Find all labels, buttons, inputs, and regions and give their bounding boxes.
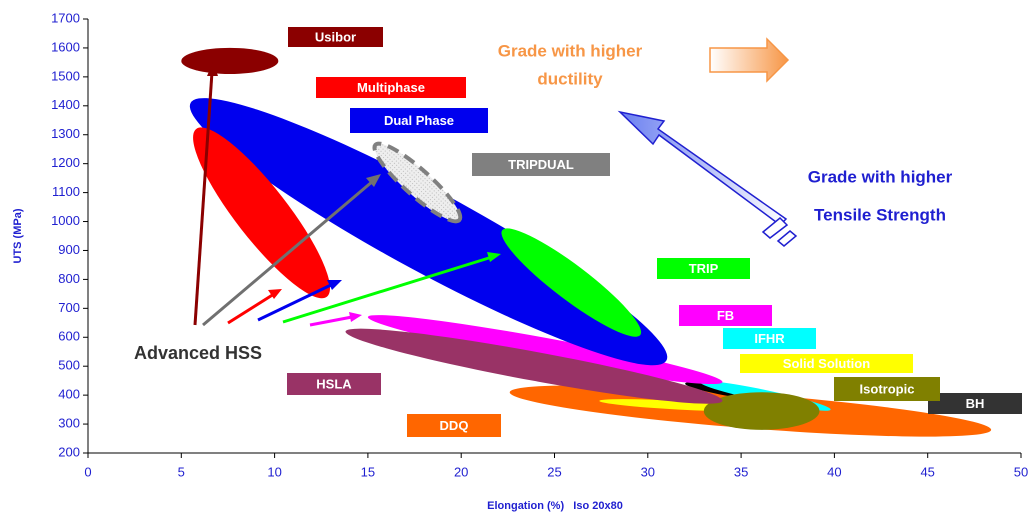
legend-label: TRIPDUAL bbox=[508, 157, 574, 172]
y-tick-label: 1000 bbox=[51, 213, 80, 228]
legend-label: DDQ bbox=[440, 418, 469, 433]
x-tick-label: 15 bbox=[361, 464, 375, 479]
legend-label: Isotropic bbox=[860, 381, 915, 396]
y-tick-label: 700 bbox=[58, 300, 80, 315]
arrows bbox=[193, 37, 798, 327]
region bbox=[501, 228, 642, 337]
legend-label: Dual Phase bbox=[384, 113, 454, 128]
region bbox=[367, 315, 723, 385]
y-tick-label: 800 bbox=[58, 271, 80, 286]
annotation: ductility bbox=[537, 69, 603, 88]
y-tick-label: 600 bbox=[58, 329, 80, 344]
y-tick-label: 1100 bbox=[52, 184, 80, 199]
legend-label: HSLA bbox=[316, 376, 352, 391]
region bbox=[703, 392, 820, 430]
region bbox=[189, 98, 668, 366]
x-tick-label: 45 bbox=[920, 464, 934, 479]
region bbox=[181, 47, 279, 74]
y-tick-label: 300 bbox=[58, 416, 80, 431]
legend-box bbox=[723, 328, 816, 349]
legend-label: Usibor bbox=[315, 29, 356, 44]
region bbox=[345, 328, 723, 404]
y-tick-label: 1300 bbox=[51, 126, 80, 141]
legend-label: BH bbox=[966, 396, 985, 411]
x-tick-label: 25 bbox=[547, 464, 561, 479]
legend-box bbox=[472, 153, 610, 176]
x-tick-label: 50 bbox=[1014, 464, 1028, 479]
x-axis-title: Elongation (%) Iso 20x80 bbox=[487, 500, 623, 512]
legend-label: TRIP bbox=[689, 261, 719, 276]
legend-label: Multiphase bbox=[357, 80, 425, 95]
legend-box bbox=[679, 305, 772, 326]
y-tick-label: 200 bbox=[58, 444, 80, 459]
legend-box bbox=[288, 27, 383, 47]
legend-box bbox=[287, 373, 381, 395]
legend-box bbox=[928, 393, 1022, 414]
region bbox=[372, 141, 463, 224]
y-tick-label: 1600 bbox=[51, 39, 80, 54]
x-tick-label: 20 bbox=[454, 464, 468, 479]
x-tick-label: 40 bbox=[827, 464, 841, 479]
y-tick-label: 500 bbox=[58, 358, 80, 373]
y-tick-label: 1400 bbox=[51, 97, 80, 112]
annotation: Advanced HSS bbox=[134, 343, 262, 363]
legend-box bbox=[350, 108, 488, 133]
legend-box bbox=[657, 258, 750, 279]
x-tick-label: 35 bbox=[734, 464, 748, 479]
annotation: Tensile Strength bbox=[814, 205, 946, 224]
y-tick-label: 1200 bbox=[51, 155, 80, 170]
x-tick-label: 10 bbox=[267, 464, 281, 479]
legend-label: IFHR bbox=[754, 331, 785, 346]
x-tick-label: 5 bbox=[178, 464, 185, 479]
legend-label: FB bbox=[717, 308, 734, 323]
x-tick-label: 30 bbox=[641, 464, 655, 479]
y-tick-label: 900 bbox=[58, 242, 80, 257]
legend-box bbox=[740, 354, 913, 373]
annotation: Grade with higher bbox=[808, 167, 953, 186]
annotation: Grade with higher bbox=[498, 41, 643, 60]
legend-box bbox=[316, 77, 466, 98]
y-tick-label: 1500 bbox=[51, 68, 80, 83]
y-tick-label: 1700 bbox=[51, 10, 80, 25]
legend-label: Solid Solution bbox=[783, 356, 870, 371]
region bbox=[193, 127, 331, 299]
legend-box bbox=[407, 414, 501, 437]
y-axis-title: UTS (MPa) bbox=[12, 208, 24, 263]
legend-box bbox=[834, 377, 940, 401]
x-tick-label: 0 bbox=[84, 464, 91, 479]
y-tick-label: 400 bbox=[58, 387, 80, 402]
